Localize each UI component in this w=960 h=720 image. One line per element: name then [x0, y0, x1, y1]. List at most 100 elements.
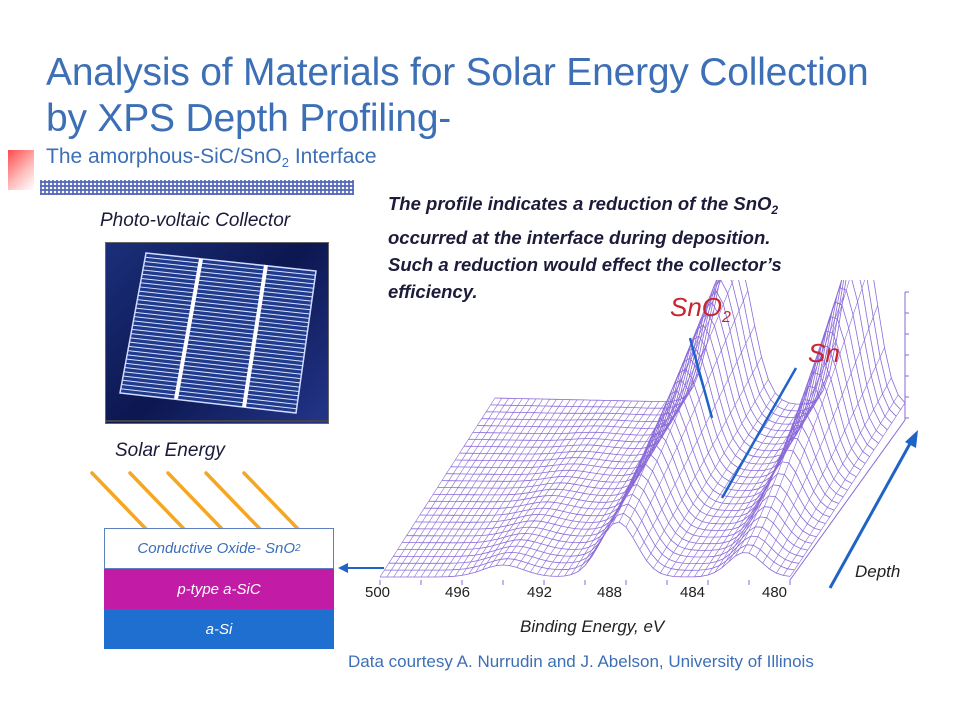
mesh-line-energy [448, 399, 564, 577]
slide-subtitle: The amorphous-SiC/SnO2 Interface [46, 145, 377, 170]
depth-axis-label: Depth [855, 562, 901, 581]
sno2-peak-sub: 2 [722, 309, 731, 326]
panel-grid-line [125, 362, 301, 384]
panel-grid-line [131, 328, 306, 349]
sno2-peak-label: SnO2 [670, 292, 731, 327]
panel-grid-line [136, 303, 309, 324]
panel-grid-line [121, 384, 298, 405]
xps-surface-mesh [379, 280, 906, 578]
panel-grid-line [135, 307, 309, 328]
mesh-line-energy [769, 347, 885, 570]
sno2-peak-text: SnO [670, 292, 723, 322]
mesh-line-energy [482, 400, 598, 570]
solar-ray-4 [204, 471, 262, 531]
sn-peak-label: Sn [808, 338, 840, 368]
x-tick-488: 488 [597, 584, 623, 601]
mesh-line-energy [523, 400, 639, 570]
panel-grid-line [140, 282, 312, 302]
mesh-line-energy [461, 399, 578, 576]
mesh-line-energy [441, 399, 557, 578]
mesh-line-energy [748, 280, 850, 554]
panel-grid-line [123, 375, 299, 397]
mesh-line-energy [577, 386, 694, 572]
panel-grid-line [141, 277, 313, 298]
mesh-line-energy [755, 280, 866, 558]
title-line-1: Analysis of Materials for Solar Energy C… [46, 51, 869, 94]
mesh-line-energy [475, 399, 591, 573]
panel-grid-line [133, 320, 307, 341]
interface-arrow [338, 563, 384, 573]
solar-ray-2 [128, 471, 186, 531]
solar-ray-1 [90, 471, 148, 531]
note-line-2: occurred at the interface during deposit… [388, 227, 771, 248]
panel-grid-line [139, 286, 312, 306]
mesh-line-energy [789, 402, 906, 577]
subtitle-suffix: Interface [289, 145, 377, 168]
mesh-line-energy [536, 401, 653, 575]
mesh-line-energy [646, 356, 762, 561]
solar-ray-5 [242, 471, 300, 531]
mesh-line-energy [413, 398, 530, 578]
title-line-2: by XPS Depth Profiling- [46, 97, 452, 140]
red-corner-decoration [8, 150, 34, 190]
mesh-line-energy [543, 401, 660, 576]
mesh-line-energy [584, 369, 701, 566]
mesh-line-energy [509, 400, 626, 566]
mesh-line-energy [495, 400, 612, 566]
note-line-1-sub: 2 [771, 203, 779, 217]
panel-grid-line [138, 294, 310, 315]
panel-grid-line [145, 253, 316, 272]
mesh-line-energy [557, 400, 673, 577]
mesh-line-energy [393, 398, 509, 578]
mesh-line-energy [454, 399, 571, 577]
depth-arrow-line [828, 439, 914, 589]
mesh-line-energy [434, 399, 550, 578]
mesh-line-energy [687, 404, 803, 578]
panel-grid-line [142, 273, 314, 294]
x-tick-496: 496 [445, 584, 471, 601]
mesh-line-energy [427, 398, 544, 578]
mesh-line-energy [468, 399, 585, 575]
depth-arrow-head [905, 430, 918, 448]
mesh-line-energy [782, 394, 899, 576]
panel-grid-line [126, 358, 301, 380]
photo-caption: Photo-voltaic Collector [100, 210, 291, 231]
panel-grid-line [122, 379, 298, 401]
mesh-line-energy [502, 400, 619, 566]
layer-top-label: Conductive Oxide- SnO [137, 540, 295, 557]
panel-grid-line [138, 290, 311, 311]
sn-pointer-line [720, 367, 798, 499]
panel-grid-line [124, 367, 300, 388]
panel-grid-line [142, 269, 314, 289]
mesh-line-depth [468, 313, 879, 445]
mesh-line-energy [659, 392, 776, 574]
note-line-3: Such a reduction would effect the collec… [388, 254, 782, 275]
layer-p-type-asic: p-type a-SiC [104, 569, 334, 609]
data-credit: Data courtesy A. Nurrudin and J. Abelson… [348, 652, 814, 671]
mesh-line-energy [762, 305, 878, 564]
note-line-1: The profile indicates a reduction of the… [388, 193, 772, 214]
subtitle-subscript: 2 [281, 155, 290, 170]
mesh-line-energy [632, 290, 749, 538]
mesh-line-energy [639, 325, 755, 550]
panel-grid-line [134, 311, 308, 332]
mesh-line-energy [530, 401, 646, 573]
x-tick-500: 500 [365, 584, 391, 601]
mesh-line-energy [700, 399, 817, 577]
panel-grid-line [120, 388, 297, 410]
mesh-line-energy [400, 398, 516, 578]
x-tick-480: 480 [762, 584, 788, 601]
mesh-line-energy [680, 403, 796, 577]
mesh-line-energy [625, 280, 734, 528]
panel-grid-line [137, 299, 310, 319]
mesh-line-energy [673, 402, 790, 577]
mesh-line-energy [564, 399, 680, 577]
mesh-line-energy [550, 401, 667, 577]
layer-stack-diagram: Conductive Oxide- SnO 2 p-type a-SiC a-Si [104, 528, 334, 649]
panel-grid-line [128, 345, 303, 367]
layer-top-sub: 2 [295, 543, 301, 554]
x-tick-492: 492 [527, 584, 553, 601]
explanation-text: The profile indicates a reduction of the… [388, 190, 908, 305]
mesh-line-energy [776, 377, 892, 574]
mesh-line-energy [735, 280, 843, 557]
